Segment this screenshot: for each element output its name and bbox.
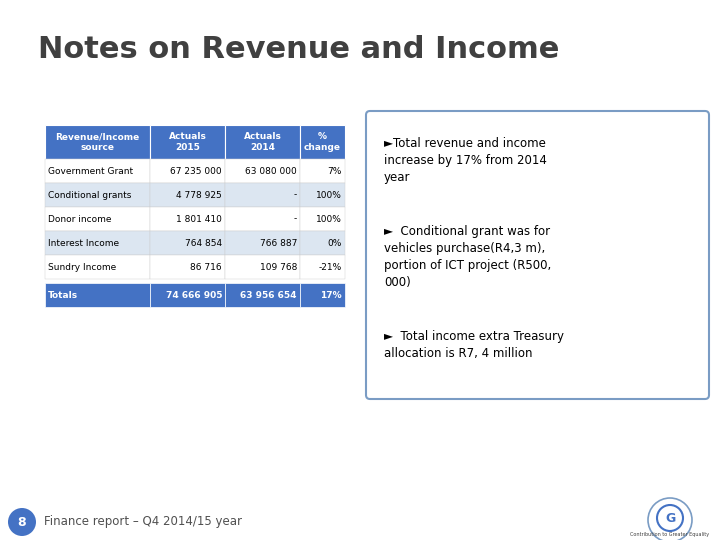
Bar (45, 231, 150, 255)
Bar (45, 125, 150, 159)
Text: 63 956 654: 63 956 654 (240, 291, 297, 300)
Text: Conditional grants: Conditional grants (48, 191, 131, 199)
Text: ►Total revenue and income
increase by 17% from 2014
year: ►Total revenue and income increase by 17… (384, 137, 547, 184)
Bar (225, 159, 300, 183)
Text: %
change: % change (304, 132, 341, 152)
Bar (150, 159, 225, 183)
Bar (150, 207, 225, 231)
Text: -: - (294, 191, 297, 199)
Bar (150, 183, 225, 207)
FancyBboxPatch shape (366, 111, 709, 399)
Text: 100%: 100% (316, 191, 342, 199)
Text: 67 235 000: 67 235 000 (171, 166, 222, 176)
Circle shape (8, 508, 36, 536)
Text: G: G (665, 511, 675, 524)
Text: Donor income: Donor income (48, 214, 112, 224)
Text: Totals: Totals (48, 291, 78, 300)
Text: Contribution to Greater Equality: Contribution to Greater Equality (631, 532, 710, 537)
Bar (150, 125, 225, 159)
Text: 766 887: 766 887 (260, 239, 297, 247)
Bar (300, 183, 345, 207)
Text: 109 768: 109 768 (260, 262, 297, 272)
Text: Interest Income: Interest Income (48, 239, 119, 247)
Text: ►  Conditional grant was for
vehicles purchase(R4,3 m),
portion of ICT project (: ► Conditional grant was for vehicles pur… (384, 225, 552, 289)
Text: 7%: 7% (328, 166, 342, 176)
Bar (45, 283, 150, 307)
Bar (45, 207, 150, 231)
Text: 1 801 410: 1 801 410 (176, 214, 222, 224)
Text: 8: 8 (18, 516, 27, 529)
Bar (300, 207, 345, 231)
Text: Actuals
2015: Actuals 2015 (168, 132, 207, 152)
Text: ►  Total income extra Treasury
allocation is R7, 4 million: ► Total income extra Treasury allocation… (384, 330, 564, 360)
Bar (45, 159, 150, 183)
Bar (300, 283, 345, 307)
Bar (300, 231, 345, 255)
Text: Actuals
2014: Actuals 2014 (243, 132, 282, 152)
Bar (300, 125, 345, 159)
Bar (225, 207, 300, 231)
Bar (300, 255, 345, 279)
Text: 74 666 905: 74 666 905 (166, 291, 222, 300)
Circle shape (657, 505, 683, 531)
Bar (225, 125, 300, 159)
Text: 86 716: 86 716 (190, 262, 222, 272)
Bar (225, 231, 300, 255)
Bar (300, 159, 345, 183)
Text: -: - (294, 214, 297, 224)
Text: 63 080 000: 63 080 000 (246, 166, 297, 176)
Bar (150, 231, 225, 255)
Text: 100%: 100% (316, 214, 342, 224)
Bar (225, 283, 300, 307)
Text: 17%: 17% (320, 291, 342, 300)
Text: 764 854: 764 854 (185, 239, 222, 247)
Text: Sundry Income: Sundry Income (48, 262, 116, 272)
Text: 4 778 925: 4 778 925 (176, 191, 222, 199)
Bar (45, 255, 150, 279)
Bar (225, 255, 300, 279)
Text: Notes on Revenue and Income: Notes on Revenue and Income (38, 35, 559, 64)
Text: Government Grant: Government Grant (48, 166, 133, 176)
Text: Finance report – Q4 2014/15 year: Finance report – Q4 2014/15 year (44, 516, 242, 529)
Bar (45, 183, 150, 207)
Bar (225, 183, 300, 207)
Bar (150, 283, 225, 307)
Bar (150, 255, 225, 279)
Text: 0%: 0% (328, 239, 342, 247)
Text: Revenue/Income
source: Revenue/Income source (55, 132, 140, 152)
Text: -21%: -21% (319, 262, 342, 272)
Circle shape (648, 498, 692, 540)
